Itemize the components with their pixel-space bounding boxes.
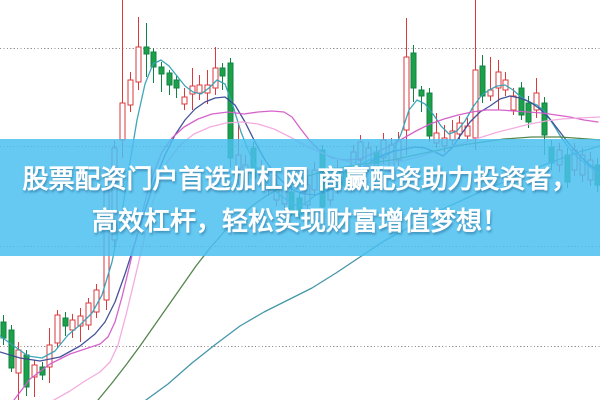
candlestick-chart xyxy=(0,0,600,400)
stock-chart-page: 股票配资门户首选加杠网 商赢配资助力投资者， 高效杠杆，轻松实现财富增值梦想！ xyxy=(0,0,600,400)
